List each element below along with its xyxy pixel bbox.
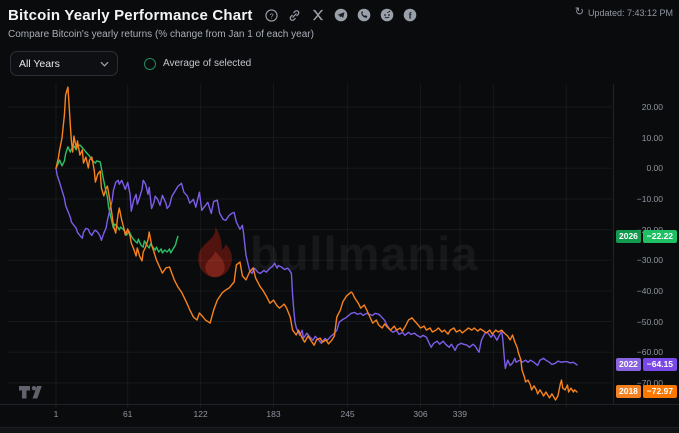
price-badge-2026: 2026 −22.22 [616,229,677,243]
tradingview-logo[interactable] [18,384,44,400]
chart-region: bullmania 20.0010.000.00−10.00−20.00−30.… [0,84,679,433]
y-axis-tick: −20.00 [617,225,663,235]
x-axis-tick: 183 [266,409,281,419]
x-twitter-icon[interactable] [311,8,325,22]
x-axis-tick: 339 [452,409,467,419]
year-chip: 2018 [616,385,641,399]
series-line-2022 [55,167,578,370]
copy-link-icon[interactable] [288,8,302,22]
time-axis-separator [0,404,679,405]
telegram-icon[interactable] [334,8,348,22]
x-axis-tick: 1 [53,409,59,419]
value-chip: −22.22 [642,229,677,243]
time-axis[interactable]: 1 61 122 183 245 306 339 [0,406,612,424]
facebook-icon[interactable]: f [403,8,417,22]
value-chip: −64.15 [642,358,677,372]
x-axis-tick: 122 [193,409,208,419]
year-chip: 2022 [616,358,641,372]
page-title: Bitcoin Yearly Performance Chart [8,6,253,24]
y-axis-tick: 20.00 [641,102,663,112]
series-line-2026 [55,144,179,254]
y-axis-tick: −10.00 [636,193,663,204]
header: Bitcoin Yearly Performance Chart ? f [8,4,673,26]
controls-row: All Years Average of selected [10,51,251,76]
share-toolbar: ? f [265,8,417,22]
year-filter-value: All Years [19,57,60,70]
help-icon[interactable]: ? [265,8,279,22]
price-badge-2018: 2018 −72.97 [616,385,677,399]
x-axis-tick: 306 [413,409,428,419]
average-radio-icon[interactable] [144,57,156,70]
page-subtitle: Compare Bitcoin's yearly returns (% chan… [8,29,314,40]
year-chip: 2026 [616,229,641,243]
whatsapp-icon[interactable] [357,8,371,22]
refresh-icon[interactable]: ↻ [574,6,584,18]
price-axis[interactable]: 20.00 10.00 0.00 −10.00 −20.00 −30.00 −40.00 −5… [615,84,665,404]
average-label: Average of selected [163,58,252,69]
price-axis-separator [613,84,614,404]
price-badge-2022: 2022 −64.15 [616,358,677,372]
value-chip: −72.97 [642,385,677,399]
y-axis-tick: −60.00 [636,347,663,358]
series-line-2018 [55,86,578,401]
x-axis-tick: 245 [340,409,355,419]
average-of-selected-toggle[interactable]: Average of selected [144,57,252,70]
reddit-icon[interactable] [380,8,394,22]
y-axis-tick: −40.00 [636,285,663,296]
year-filter-dropdown[interactable]: All Years [10,51,118,76]
svg-text:?: ? [269,11,273,20]
updated-text: Updated: 7:43:12 PM [587,7,673,18]
svg-text:f: f [408,11,412,21]
y-axis-tick: −30.00 [636,255,663,266]
chevron-down-icon [100,61,109,67]
y-axis-tick: −70.00 [636,377,663,388]
y-axis-tick: 0.00 [646,163,663,174]
y-axis-tick: 10.00 [641,132,663,143]
updated-status: ↻ Updated: 7:43:12 PM [575,7,673,18]
y-axis-tick: −50.00 [636,316,663,327]
x-axis-tick: 61 [122,409,133,419]
footer-band [0,427,679,433]
